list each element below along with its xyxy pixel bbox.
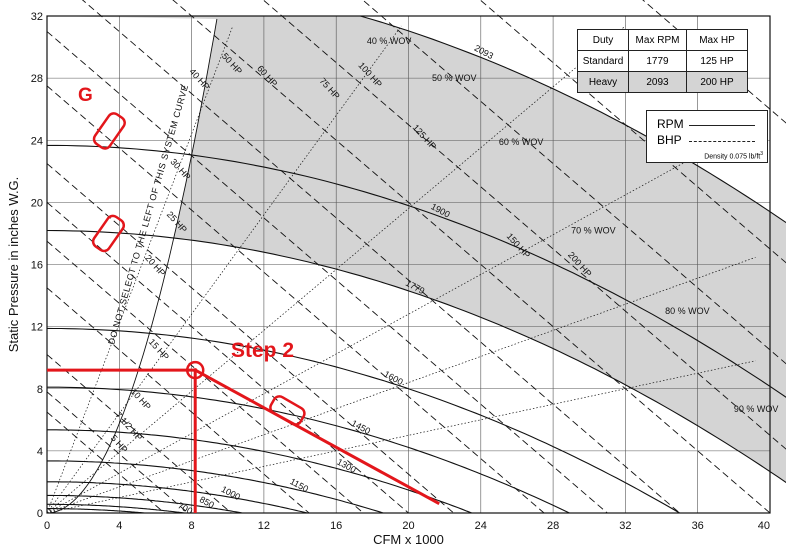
- bhp-line: [262, 0, 786, 450]
- y-axis-title: Static Pressure in inches W.G.: [6, 177, 21, 353]
- duty-spec-table: Duty Max RPM Max HP Standard 1779 125 HP…: [577, 29, 748, 93]
- spec-cell: Standard: [577, 50, 629, 72]
- legend-swatch-rpm-solid: [689, 125, 755, 126]
- wov-label: 90 % WOV: [734, 404, 779, 414]
- x-tick-label: 0: [44, 520, 50, 532]
- y-tick-label: 4: [37, 446, 43, 458]
- rpm-curve: [47, 386, 570, 514]
- highlight-box: [91, 214, 126, 253]
- spec-cell: 2093: [628, 71, 687, 93]
- x-tick-label: 40: [758, 520, 770, 532]
- x-tick-label: 24: [475, 520, 487, 532]
- y-tick-label: 0: [37, 508, 43, 520]
- selection-system-line: [194, 368, 440, 505]
- wov-label: 50 % WOV: [432, 73, 477, 83]
- x-tick-label: 16: [330, 520, 342, 532]
- rpm-curve: [46, 229, 786, 484]
- bhp-line: [46, 31, 608, 514]
- wov-line: [46, 25, 234, 514]
- bhp-line: [46, 163, 454, 514]
- spec-header-max-hp: Max HP: [686, 29, 748, 51]
- y-tick-label: 20: [31, 197, 43, 209]
- wov-label: 60 % WOV: [499, 137, 544, 147]
- x-tick-label: 8: [189, 520, 195, 532]
- x-axis-title: CFM x 1000: [373, 532, 444, 547]
- selected-point-ring: [185, 360, 205, 380]
- x-tick-label: 4: [116, 520, 122, 532]
- rpm-curve: [47, 494, 243, 514]
- y-tick-label: 16: [31, 260, 43, 272]
- annotation-step-2: Step 2: [231, 339, 294, 362]
- system-curve: [46, 18, 218, 514]
- spec-table-header-row: Duty Max RPM Max HP: [577, 29, 748, 51]
- x-tick-label: 36: [692, 520, 704, 532]
- rpm-curve: [47, 481, 308, 514]
- heavy-duty-band: [47, 16, 786, 483]
- legend-swatch-bhp-dashed: [689, 141, 755, 142]
- wov-line: [46, 25, 402, 514]
- wov-label: 80 % WOV: [665, 306, 710, 316]
- bhp-line: [46, 202, 409, 514]
- y-tick-label: 32: [31, 11, 43, 23]
- legend-density-text: Density 0.075 lb/ft: [704, 153, 761, 160]
- bhp-line: [46, 287, 310, 514]
- rpm-curve: [47, 503, 185, 514]
- bhp-line: [81, 0, 680, 514]
- legend-density-exponent: 3: [760, 150, 763, 157]
- spec-cell: Heavy: [577, 71, 629, 93]
- annotation-g: G: [78, 85, 93, 106]
- y-tick-label: 28: [31, 73, 43, 85]
- legend-label-rpm: RPM: [657, 117, 684, 131]
- y-tick-label: 12: [31, 322, 43, 334]
- wov-line: [46, 256, 756, 514]
- wov-label: 40 % WOV: [367, 36, 412, 46]
- x-tick-label: 20: [402, 520, 414, 532]
- plot-frame: [46, 15, 771, 514]
- highlight-box: [269, 395, 306, 426]
- spec-cell: 125 HP: [686, 50, 748, 72]
- bhp-line: [46, 391, 189, 514]
- y-tick-label: 24: [31, 135, 43, 147]
- x-tick-label: 28: [547, 520, 559, 532]
- legend-label-bhp: BHP: [657, 133, 682, 147]
- bhp-line: [642, 0, 786, 124]
- selected-point-dot: [193, 368, 198, 373]
- y-tick-label: 8: [37, 384, 43, 396]
- rpm-curve: [46, 327, 680, 514]
- x-tick-label: 32: [619, 520, 631, 532]
- spec-row-standard: Standard 1779 125 HP: [577, 50, 748, 72]
- wov-label: 70 % WOV: [571, 225, 616, 235]
- spec-row-heavy: Heavy 2093 200 HP: [577, 71, 748, 93]
- rpm-curve: [47, 429, 472, 514]
- rpm-curve: [47, 460, 384, 514]
- spec-cell: 1779: [628, 50, 687, 72]
- bhp-line: [172, 0, 771, 514]
- spec-header-duty: Duty: [577, 29, 629, 51]
- spec-cell: 200 HP: [686, 71, 748, 93]
- x-tick-label: 12: [258, 520, 270, 532]
- spec-header-max-rpm: Max RPM: [628, 29, 687, 51]
- rpm-curve: [47, 508, 145, 514]
- highlight-box: [92, 112, 126, 150]
- rpm-curve: [47, 144, 786, 398]
- chart-legend: RPM BHP Density 0.075 lb/ft3: [646, 110, 768, 163]
- legend-density-note: Density 0.075 lb/ft3: [704, 151, 763, 160]
- bhp-line: [46, 240, 364, 514]
